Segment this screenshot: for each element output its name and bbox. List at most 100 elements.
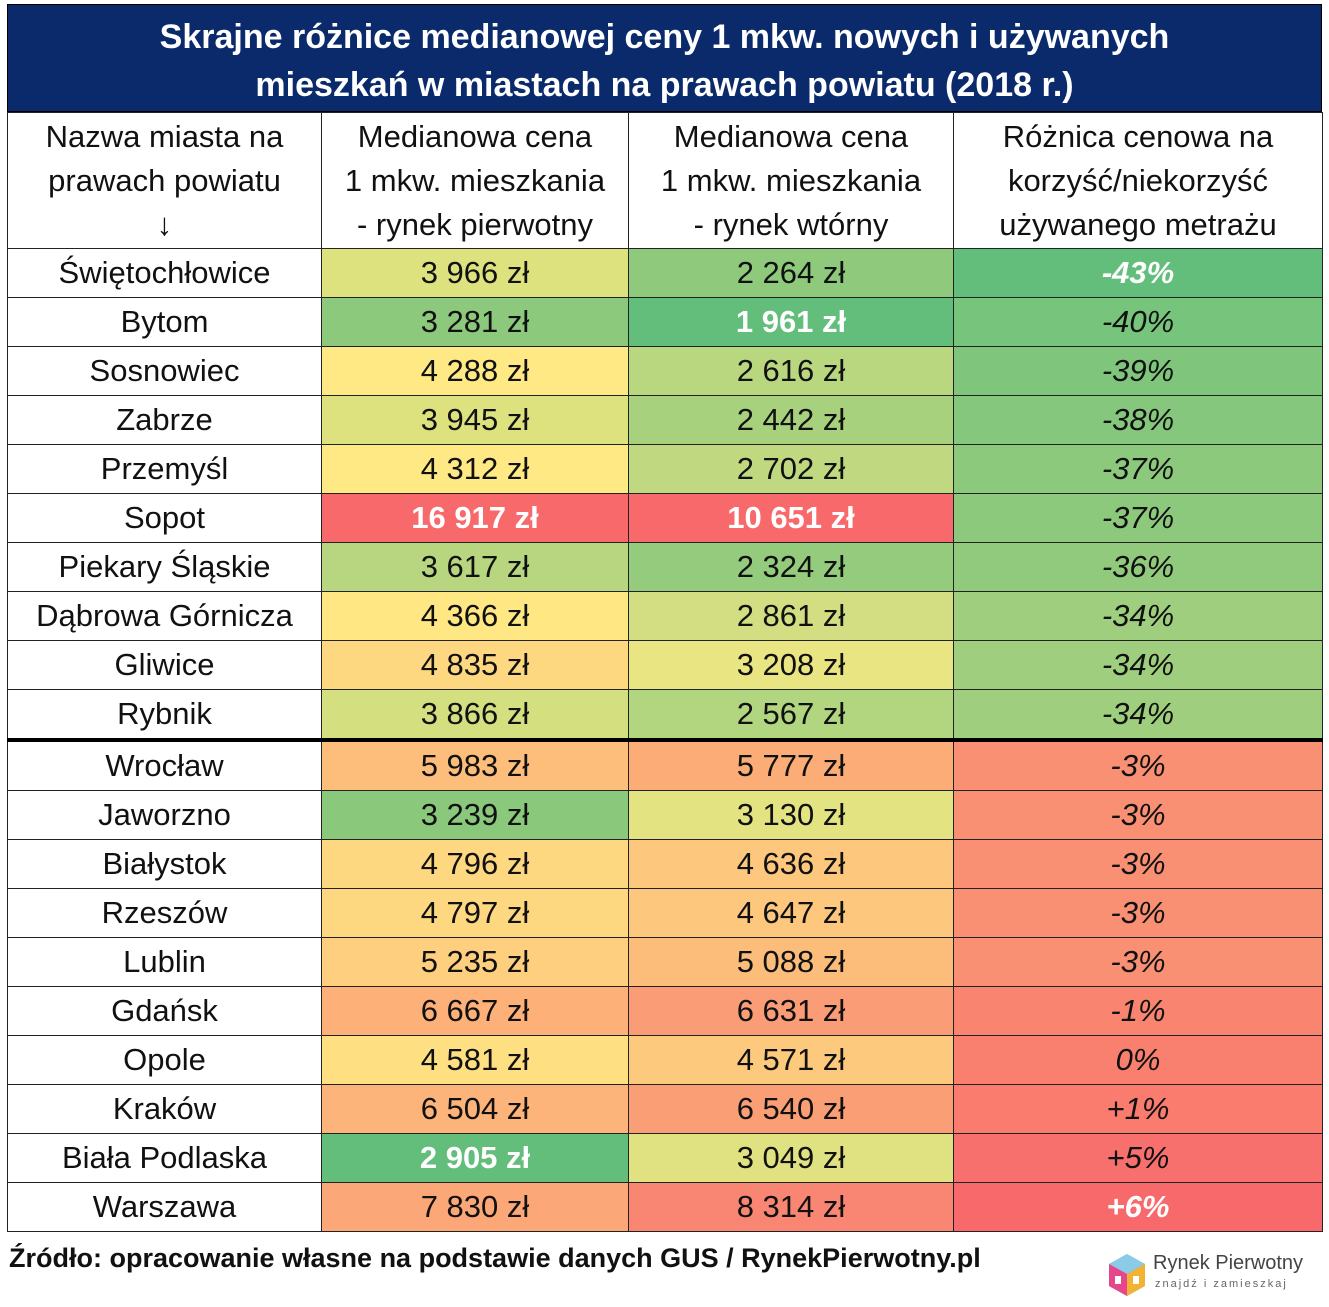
secondary-price-cell: 6 540 zł: [628, 1084, 954, 1134]
difference-cell: -40%: [953, 297, 1323, 347]
header-difference-line-1: Różnica cenowa na: [1002, 118, 1274, 154]
primary-price-cell: 4 796 zł: [321, 839, 629, 889]
secondary-price-cell: 2 324 zł: [628, 542, 954, 592]
city-cell: Kraków: [7, 1084, 322, 1134]
house-logo-icon: [1109, 1254, 1145, 1296]
primary-price-cell: 3 866 zł: [321, 689, 629, 741]
primary-price-cell: 7 830 zł: [321, 1182, 629, 1232]
brand-logo: Rynek Pierwotny znajdź i zamieszkaj: [1107, 1248, 1317, 1300]
city-cell: Wrocław: [7, 738, 322, 791]
city-cell: Gliwice: [7, 640, 322, 690]
secondary-price-cell: 6 631 zł: [628, 986, 954, 1036]
city-cell: Świętochłowice: [7, 248, 322, 298]
header-secondary: Medianowa cena 1 mkw. mieszkania - rynek…: [628, 112, 954, 249]
secondary-price-cell: 3 130 zł: [628, 790, 954, 840]
difference-cell: -3%: [953, 937, 1323, 987]
city-cell: Sopot: [7, 493, 322, 543]
secondary-price-cell: 5 088 zł: [628, 937, 954, 987]
table-row: Warszawa 7 830 zł 8 314 zł +6%: [7, 1182, 1323, 1232]
primary-price-cell: 16 917 zł: [321, 493, 629, 543]
difference-cell: -3%: [953, 790, 1323, 840]
difference-cell: -43%: [953, 248, 1323, 298]
table-row: Gdańsk 6 667 zł 6 631 zł -1%: [7, 986, 1323, 1036]
secondary-price-cell: 8 314 zł: [628, 1182, 954, 1232]
difference-cell: +5%: [953, 1133, 1323, 1183]
difference-cell: +6%: [953, 1182, 1323, 1232]
source-note: Źródło: opracowanie własne na podstawie …: [9, 1243, 981, 1273]
city-cell: Jaworzno: [7, 790, 322, 840]
primary-price-cell: 3 239 zł: [321, 790, 629, 840]
table-row: Jaworzno 3 239 zł 3 130 zł -3%: [7, 790, 1323, 840]
difference-cell: -39%: [953, 346, 1323, 396]
primary-price-cell: 3 966 zł: [321, 248, 629, 298]
city-cell: Białystok: [7, 839, 322, 889]
header-primary: Medianowa cena 1 mkw. mieszkania - rynek…: [321, 112, 629, 249]
title-line-2: mieszkań w miastach na prawach powiatu (…: [255, 66, 1074, 104]
logo-tagline: znajdź i zamieszkaj: [1155, 1278, 1288, 1290]
header-difference-line-2: korzyść/niekorzyść: [1007, 162, 1269, 198]
city-cell: Rzeszów: [7, 888, 322, 938]
price-table: Nazwa miasta na prawach powiatu ↓ Median…: [7, 112, 1323, 1232]
secondary-price-cell: 2 861 zł: [628, 591, 954, 641]
table-row: Przemyśl 4 312 zł 2 702 zł -37%: [7, 444, 1323, 494]
header-row: Nazwa miasta na prawach powiatu ↓ Median…: [7, 112, 1323, 249]
table-row: Świętochłowice 3 966 zł 2 264 zł -43%: [7, 248, 1323, 298]
secondary-price-cell: 5 777 zł: [628, 738, 954, 791]
primary-price-cell: 4 312 zł: [321, 444, 629, 494]
header-city-line-2: prawach powiatu: [48, 162, 281, 198]
difference-cell: -3%: [953, 888, 1323, 938]
secondary-price-cell: 1 961 zł: [628, 297, 954, 347]
difference-cell: -34%: [953, 640, 1323, 690]
city-cell: Zabrze: [7, 395, 322, 445]
page-title: Skrajne różnice medianowej ceny 1 mkw. n…: [7, 4, 1322, 112]
city-cell: Przemyśl: [7, 444, 322, 494]
table-row: Lublin 5 235 zł 5 088 zł -3%: [7, 937, 1323, 987]
city-cell: Dąbrowa Górnicza: [7, 591, 322, 641]
difference-cell: 0%: [953, 1035, 1323, 1085]
header-difference: Różnica cenowa na korzyść/niekorzyść uży…: [953, 112, 1323, 249]
secondary-price-cell: 3 049 zł: [628, 1133, 954, 1183]
primary-price-cell: 4 366 zł: [321, 591, 629, 641]
table-row: Białystok 4 796 zł 4 636 zł -3%: [7, 839, 1323, 889]
table-row: Gliwice 4 835 zł 3 208 zł -34%: [7, 640, 1323, 690]
difference-cell: -37%: [953, 493, 1323, 543]
difference-cell: -3%: [953, 738, 1323, 791]
primary-price-cell: 4 581 zł: [321, 1035, 629, 1085]
primary-price-cell: 3 281 zł: [321, 297, 629, 347]
header-secondary-line-2: 1 mkw. mieszkania: [660, 162, 922, 198]
header-city: Nazwa miasta na prawach powiatu ↓: [7, 112, 322, 249]
primary-price-cell: 5 235 zł: [321, 937, 629, 987]
header-secondary-line-3: - rynek wtórny: [693, 206, 889, 242]
city-cell: Sosnowiec: [7, 346, 322, 396]
primary-price-cell: 5 983 zł: [321, 738, 629, 791]
city-cell: Biała Podlaska: [7, 1133, 322, 1183]
difference-cell: -38%: [953, 395, 1323, 445]
primary-price-cell: 6 504 zł: [321, 1084, 629, 1134]
primary-price-cell: 4 835 zł: [321, 640, 629, 690]
header-primary-line-2: 1 mkw. mieszkania: [344, 162, 606, 198]
secondary-price-cell: 2 567 zł: [628, 689, 954, 741]
header-primary-line-3: - rynek pierwotny: [356, 206, 594, 242]
difference-cell: -34%: [953, 689, 1323, 741]
title-line-1: Skrajne różnice medianowej ceny 1 mkw. n…: [159, 18, 1170, 56]
primary-price-cell: 3 617 zł: [321, 542, 629, 592]
table-row: Sosnowiec 4 288 zł 2 616 zł -39%: [7, 346, 1323, 396]
city-cell: Rybnik: [7, 689, 322, 741]
header-secondary-line-1: Medianowa cena: [673, 118, 909, 154]
table-row: Kraków 6 504 zł 6 540 zł +1%: [7, 1084, 1323, 1134]
secondary-price-cell: 4 571 zł: [628, 1035, 954, 1085]
primary-price-cell: 4 797 zł: [321, 888, 629, 938]
secondary-price-cell: 3 208 zł: [628, 640, 954, 690]
table-frame: Skrajne różnice medianowej ceny 1 mkw. n…: [7, 4, 1323, 1232]
difference-cell: -37%: [953, 444, 1323, 494]
table-row: Dąbrowa Górnicza 4 366 zł 2 861 zł -34%: [7, 591, 1323, 641]
secondary-price-cell: 4 636 zł: [628, 839, 954, 889]
secondary-price-cell: 10 651 zł: [628, 493, 954, 543]
city-cell: Opole: [7, 1035, 322, 1085]
primary-price-cell: 4 288 zł: [321, 346, 629, 396]
table-row: Rybnik 3 866 zł 2 567 zł -34%: [7, 689, 1323, 741]
city-cell: Piekary Śląskie: [7, 542, 322, 592]
difference-cell: -34%: [953, 591, 1323, 641]
secondary-price-cell: 2 264 zł: [628, 248, 954, 298]
difference-cell: -3%: [953, 839, 1323, 889]
